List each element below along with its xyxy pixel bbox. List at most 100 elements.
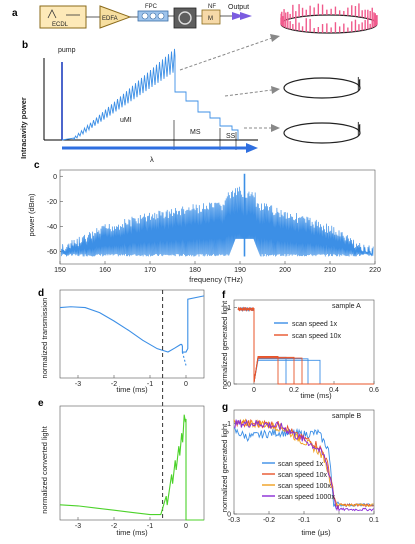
e-xtick-label: 0 (184, 523, 188, 530)
c-xtick-label: 160 (99, 267, 111, 274)
panel-letter-d: d (38, 288, 44, 299)
output-arrow-icon-2 (240, 12, 252, 20)
b-ms-label: MS (190, 129, 201, 136)
c-spectrum-trace (61, 186, 374, 257)
f-ylabel: normalized generated light (220, 300, 229, 389)
f-xtick-label: 0.4 (329, 387, 339, 394)
f-series-line-0 (237, 307, 374, 385)
output-label: Output (228, 4, 249, 11)
g-xtick-label: -0.1 (298, 517, 310, 524)
ring-spectrum-umi (280, 3, 378, 34)
b-pointer-1 (179, 37, 273, 71)
c-ytick-label: 0 (53, 174, 57, 181)
g-title: sample B (332, 413, 362, 420)
panel-letter-b: b (22, 40, 28, 51)
c-xtick-label: 170 (144, 267, 156, 274)
g-ytick-label: 1 (227, 421, 231, 428)
chart-c: 150 160 170 180 190 200 210 220 0 -20 -40 -60 (47, 169, 381, 274)
ecdl-label: ECDL (52, 22, 69, 28)
f-series-line-0 (237, 306, 374, 385)
nf-label: NF (208, 4, 216, 10)
output-arrow-icon (232, 12, 244, 20)
e-ylabel: normalized converted light (40, 425, 49, 513)
b-xlabel: λ (150, 155, 154, 164)
c-xtick-label: 180 (189, 267, 201, 274)
b-wavelength-arrowhead (246, 143, 258, 153)
f-series-line-0 (237, 307, 374, 385)
e-xtick-label: -1 (147, 523, 153, 530)
b-pump-label: pump (58, 47, 76, 54)
ring-spectrum-ms (283, 76, 361, 99)
chart-g: -0.3 -0.2 -0.1 0 0.1 0 1 (227, 409, 379, 524)
fpc-label: FPC (145, 4, 158, 10)
d-series-line (181, 351, 187, 366)
b-pointer-3-head (271, 124, 280, 132)
e-xtick-label: -2 (111, 523, 117, 530)
d-xtick-label: -3 (75, 381, 81, 388)
f-series-line-1 (237, 306, 374, 385)
ring-mid-ring (283, 77, 361, 99)
panel-letter-e: e (38, 398, 44, 409)
b-ylabel: Intracavity power (19, 97, 28, 159)
d-ylabel: normalized transmission (40, 298, 49, 379)
chart-d: -3 -2 -1 0 (59, 289, 205, 520)
e-xlabel: time (ms) (116, 528, 148, 537)
resonator-chip-icon (173, 7, 197, 29)
c-ytick-label: -40 (47, 224, 57, 231)
resonator-ring-icon (178, 11, 192, 25)
d-xtick-label: 0 (184, 381, 188, 388)
g-ytick-label: 0 (227, 512, 231, 519)
e-axes-box (59, 405, 205, 521)
edfa-label: EDFA (102, 16, 118, 22)
panel-letter-c: c (34, 160, 40, 171)
f-legend-label-2: scan speed 10x (292, 333, 342, 340)
ring-bot-ring (283, 122, 361, 144)
chart-f: 0 0.2 0.4 0.6 0 1 (227, 299, 379, 394)
d-xtick-label: -2 (111, 381, 117, 388)
b-pointer-1-head (270, 34, 280, 42)
g-xtick-label: 0 (337, 517, 341, 524)
ring-spectrum-ss (283, 121, 361, 144)
f-xtick-label: 0.6 (369, 387, 379, 394)
f-xlabel: time (ms) (300, 391, 332, 400)
b-intracavity-trace (61, 48, 239, 141)
b-ss-label: SS (226, 133, 236, 140)
fpc-paddle-3 (157, 12, 165, 20)
fpc-paddle-2 (149, 12, 157, 20)
g-series-line-3 (233, 418, 374, 512)
panel-letter-a: a (12, 8, 18, 19)
c-xtick-label: 220 (369, 267, 381, 274)
c-xtick-label: 190 (234, 267, 246, 274)
g-legend-label-1: scan speed 1x (278, 461, 324, 468)
b-umi-label: uMI (120, 117, 132, 124)
f-series-line-1 (237, 306, 374, 385)
g-ylabel: normalized generated light (220, 423, 229, 512)
g-xtick-label: -0.3 (228, 517, 240, 524)
b-pointer-2 (224, 89, 273, 97)
panel-letter-f: f (222, 290, 226, 301)
c-xlabel: frequency (THz) (189, 275, 243, 284)
g-legend-label-3: scan speed 100x (278, 483, 331, 490)
nf-box (201, 9, 221, 25)
f-axes-box (233, 299, 375, 385)
e-series-line (59, 414, 204, 521)
d-xtick-label: -1 (147, 381, 153, 388)
nf-box-label: M (208, 16, 213, 22)
ecdl-grating-icon (47, 9, 57, 19)
f-title: sample A (332, 303, 361, 310)
chart-e: -3 -2 -1 0 (59, 405, 205, 530)
b-pointer-2-head (271, 86, 280, 94)
c-xtick-label: 150 (54, 267, 66, 274)
c-ytick-label: -60 (47, 249, 57, 256)
panel-letter-g: g (222, 402, 228, 413)
g-series-line-2 (233, 418, 374, 508)
c-axes-box (59, 169, 376, 265)
f-ytick-label: 0 (227, 382, 231, 389)
setup-diagram: ECDL EDFA FPC NF M Output (39, 4, 252, 29)
g-xtick-label: -0.2 (263, 517, 275, 524)
d-axes-box (59, 289, 205, 379)
edfa-amplifier-icon (99, 5, 132, 29)
e-xtick-label: -3 (75, 523, 81, 530)
g-xtick-label: 0.1 (369, 517, 379, 524)
c-xtick-label: 210 (324, 267, 336, 274)
